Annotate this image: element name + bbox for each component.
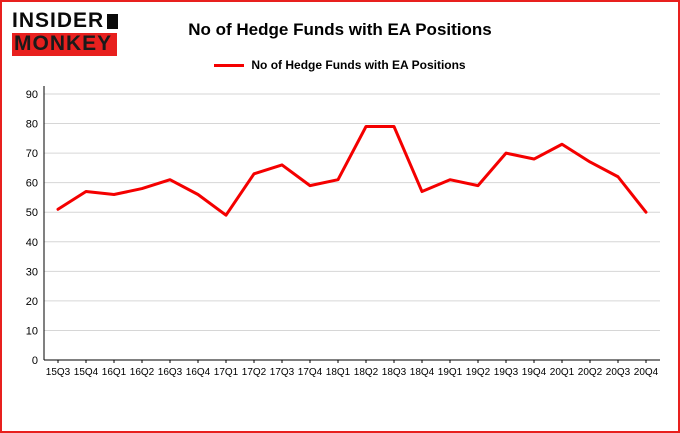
svg-text:10: 10 [26, 325, 38, 337]
svg-text:16Q3: 16Q3 [158, 367, 183, 378]
svg-text:15Q3: 15Q3 [46, 367, 71, 378]
svg-text:30: 30 [26, 266, 38, 278]
legend-line-swatch-icon [214, 63, 245, 67]
svg-text:19Q4: 19Q4 [522, 367, 547, 378]
svg-text:20Q2: 20Q2 [578, 367, 603, 378]
svg-text:50: 50 [26, 207, 38, 219]
svg-text:15Q4: 15Q4 [74, 367, 99, 378]
logo-line-insider: INSIDER [12, 9, 119, 32]
svg-text:20Q3: 20Q3 [606, 367, 631, 378]
svg-text:17Q4: 17Q4 [298, 367, 323, 378]
chart-legend: No of Hedge Funds with EA Positions [2, 58, 678, 72]
svg-text:16Q1: 16Q1 [102, 367, 127, 378]
chart-title: No of Hedge Funds with EA Positions [188, 20, 492, 39]
svg-text:60: 60 [26, 178, 38, 190]
svg-text:18Q1: 18Q1 [326, 367, 351, 378]
logo-text-monkey: MONKEY [12, 32, 118, 57]
svg-text:20: 20 [26, 296, 38, 308]
svg-text:16Q4: 16Q4 [186, 367, 211, 378]
logo-text-insider: INSIDER [12, 9, 105, 32]
svg-text:19Q1: 19Q1 [438, 367, 463, 378]
insider-monkey-logo: INSIDER MONKEY [12, 9, 119, 57]
svg-text:19Q3: 19Q3 [494, 367, 519, 378]
svg-text:18Q3: 18Q3 [382, 367, 407, 378]
legend-label: No of Hedge Funds with EA Positions [251, 58, 466, 72]
svg-text:20Q4: 20Q4 [634, 367, 659, 378]
logo-cursor-block-icon [107, 13, 119, 29]
svg-text:17Q1: 17Q1 [214, 367, 239, 378]
svg-text:40: 40 [26, 237, 38, 249]
svg-text:20Q1: 20Q1 [550, 367, 575, 378]
svg-text:17Q2: 17Q2 [242, 367, 267, 378]
svg-text:18Q4: 18Q4 [410, 367, 435, 378]
svg-text:19Q2: 19Q2 [466, 367, 491, 378]
svg-text:70: 70 [26, 148, 38, 160]
plot-area: 0 10 20 30 40 50 60 70 80 90 15Q3 15Q4 16Q1 16Q2 16Q3 1… [10, 80, 674, 397]
svg-text:16Q2: 16Q2 [130, 367, 155, 378]
svg-text:0: 0 [32, 355, 38, 367]
svg-text:17Q3: 17Q3 [270, 367, 295, 378]
svg-text:80: 80 [26, 119, 38, 131]
svg-text:18Q2: 18Q2 [354, 367, 379, 378]
svg-text:90: 90 [26, 89, 38, 101]
